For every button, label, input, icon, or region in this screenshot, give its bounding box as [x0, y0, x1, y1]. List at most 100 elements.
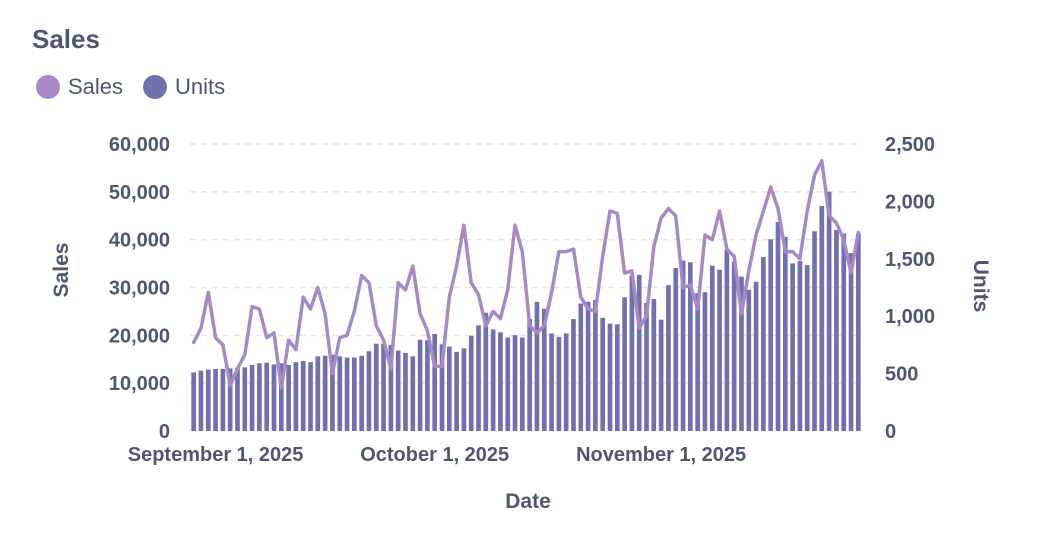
units-bar[interactable]	[797, 261, 803, 431]
units-bar[interactable]	[359, 355, 364, 431]
units-bar[interactable]	[534, 301, 540, 431]
units-bar[interactable]	[717, 269, 722, 431]
units-bar[interactable]	[614, 324, 620, 431]
units-bar[interactable]	[688, 262, 693, 431]
units-bar[interactable]	[593, 300, 598, 431]
y-right-tick-label: 0	[885, 421, 896, 443]
units-bar[interactable]	[352, 357, 357, 431]
units-bar[interactable]	[578, 303, 584, 431]
units-bar[interactable]	[235, 367, 240, 431]
units-bar[interactable]	[520, 337, 525, 431]
units-bar[interactable]	[563, 333, 569, 431]
units-bar[interactable]	[410, 356, 416, 431]
units-bar[interactable]	[636, 274, 642, 431]
x-tick-label: November 1, 2025	[576, 444, 746, 466]
units-bar[interactable]	[512, 335, 518, 431]
units-bar[interactable]	[709, 265, 715, 431]
units-bar[interactable]	[768, 239, 774, 431]
units-bar[interactable]	[731, 261, 737, 431]
units-bar[interactable]	[695, 293, 700, 431]
units-bar[interactable]	[804, 265, 810, 431]
legend-item-sales[interactable]: Sales	[36, 74, 123, 100]
units-bar[interactable]	[541, 308, 547, 431]
units-bar[interactable]	[812, 231, 817, 431]
units-bar[interactable]	[476, 325, 481, 431]
units-bar[interactable]	[242, 367, 248, 431]
units-bar[interactable]	[330, 354, 335, 431]
x-tick-label: September 1, 2025	[128, 444, 304, 466]
units-bar[interactable]	[315, 356, 321, 431]
units-bar[interactable]	[344, 357, 350, 431]
units-bar[interactable]	[191, 372, 196, 431]
units-bar[interactable]	[724, 249, 730, 431]
units-bar[interactable]	[651, 298, 657, 431]
units-bar[interactable]	[673, 267, 679, 431]
units-bar[interactable]	[498, 332, 503, 431]
units-bar[interactable]	[271, 364, 277, 431]
units-bar[interactable]	[644, 302, 649, 431]
units-bar[interactable]	[395, 350, 401, 431]
units-bar[interactable]	[220, 369, 226, 431]
units-bar[interactable]	[585, 301, 591, 431]
units-bar[interactable]	[841, 233, 847, 431]
units-bar[interactable]	[483, 312, 489, 431]
units-bar[interactable]	[227, 368, 233, 431]
units-bar[interactable]	[629, 275, 635, 431]
units-bar[interactable]	[666, 285, 671, 431]
units-bar[interactable]	[264, 362, 270, 431]
units-bar[interactable]	[607, 323, 613, 431]
units-bar[interactable]	[746, 289, 752, 431]
legend-item-units[interactable]: Units	[143, 74, 225, 100]
units-bar[interactable]	[373, 343, 379, 431]
units-bar[interactable]	[468, 335, 474, 431]
units-bar[interactable]	[213, 369, 218, 431]
units-bar[interactable]	[425, 340, 430, 431]
units-bar[interactable]	[278, 363, 284, 431]
units-bar[interactable]	[761, 257, 766, 431]
units-bar[interactable]	[388, 344, 394, 431]
units-bar[interactable]	[739, 276, 744, 431]
units-bar[interactable]	[249, 364, 255, 431]
units-bar[interactable]	[403, 352, 408, 431]
units-bar[interactable]	[826, 191, 832, 431]
units-bar[interactable]	[549, 333, 554, 431]
units-bar[interactable]	[490, 329, 496, 431]
units-bar[interactable]	[622, 297, 627, 431]
units-bar[interactable]	[753, 281, 759, 431]
units-bar[interactable]	[848, 253, 854, 431]
units-bar[interactable]	[417, 339, 423, 431]
units-bar[interactable]	[856, 233, 861, 431]
sales-line-path[interactable]	[191, 158, 861, 390]
units-bar[interactable]	[286, 364, 291, 431]
units-bar[interactable]	[527, 319, 532, 431]
units-bar[interactable]	[439, 344, 445, 431]
units-bar[interactable]	[381, 343, 386, 431]
units-bar[interactable]	[337, 356, 343, 431]
units-bar[interactable]	[680, 260, 686, 431]
units-bar[interactable]	[658, 319, 664, 431]
units-bar[interactable]	[600, 317, 606, 431]
y-right-tick-label: 2,000	[885, 191, 935, 213]
units-bar[interactable]	[775, 222, 781, 431]
units-bar[interactable]	[300, 360, 306, 431]
units-bar[interactable]	[322, 355, 328, 431]
units-bar[interactable]	[571, 319, 576, 431]
units-bar[interactable]	[432, 333, 438, 431]
units-bar[interactable]	[366, 351, 372, 431]
units-bar[interactable]	[556, 336, 562, 431]
units-bar[interactable]	[782, 236, 788, 431]
units-bar[interactable]	[205, 369, 211, 431]
units-bar[interactable]	[257, 363, 262, 431]
units-bar[interactable]	[293, 362, 299, 431]
units-bars	[191, 191, 861, 431]
units-bar[interactable]	[790, 263, 795, 431]
units-bar[interactable]	[834, 230, 839, 431]
units-bar[interactable]	[446, 346, 452, 431]
units-bar[interactable]	[454, 351, 459, 431]
units-bar[interactable]	[198, 370, 204, 431]
units-bar[interactable]	[505, 337, 511, 431]
units-bar[interactable]	[461, 348, 467, 431]
units-bar[interactable]	[819, 205, 825, 431]
units-bar[interactable]	[308, 362, 313, 431]
units-bar[interactable]	[702, 292, 708, 431]
